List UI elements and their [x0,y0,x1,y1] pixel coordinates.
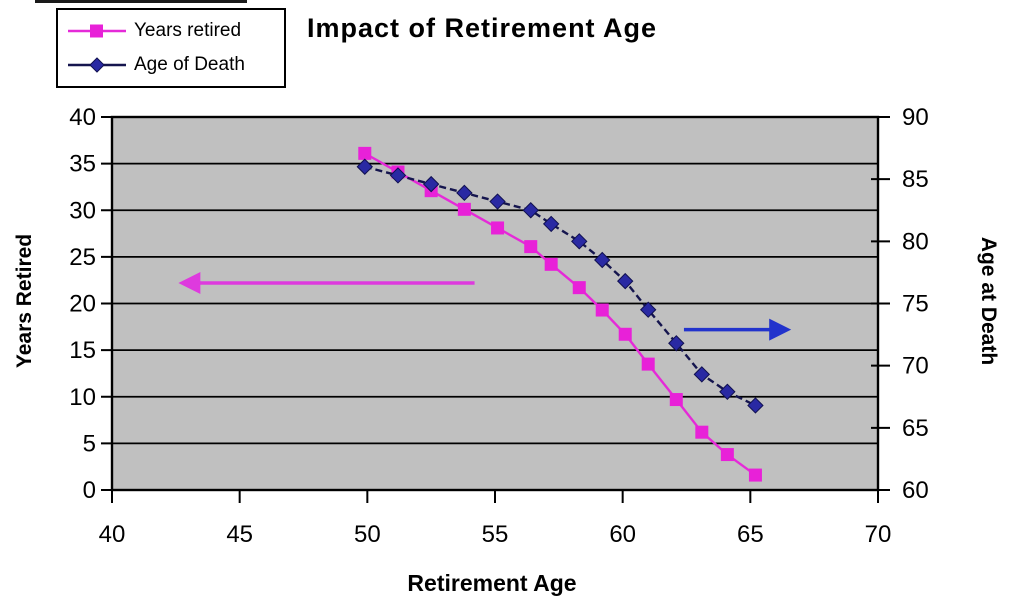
data-point [571,233,588,250]
years-retired-marker-icon [68,24,126,38]
data-point [489,193,506,210]
data-point [693,366,711,383]
data-point [719,383,736,400]
right-axis-tick-label: 70 [902,353,929,380]
right-axis-tick-label: 85 [902,166,929,193]
right-axis-tick-label: 80 [902,228,929,255]
data-point [389,167,407,184]
legend-item-age-of-death: Age of Death [66,54,280,76]
right-axis-title: Age at Death [977,236,1000,366]
data-point [522,202,539,219]
left-axis-tick-label: 10 [69,384,96,411]
data-point [595,303,609,317]
chart-title: Impact of Retirement Age [307,13,658,43]
data-point [356,158,373,175]
data-point [617,272,634,290]
data-point [695,425,709,439]
x-axis-tick-label: 65 [737,521,764,548]
data-point [594,251,611,269]
cropped-border-artifact [35,0,247,3]
legend-label-years-retired: Years retired [134,20,242,41]
left-axis-tick-label: 5 [83,430,96,457]
data-point [668,335,685,352]
left-axis-tick-label: 25 [69,244,96,271]
data-point [669,393,683,407]
data-point [572,281,586,295]
x-axis-tick-label: 40 [99,521,126,548]
age-of-death-marker-icon [68,57,126,73]
data-point [747,397,764,414]
x-axis-tick-label: 70 [865,521,892,548]
data-point [457,202,471,216]
right-axis-tick-label: 60 [902,477,929,504]
data-point [720,448,734,462]
plot-border [110,115,880,492]
x-axis-tick-label: 50 [354,521,381,548]
data-point [358,146,372,160]
left-axis-tick-label: 35 [69,151,96,178]
x-axis-tick-label: 55 [482,521,509,548]
left-axis-title: Years Retired [13,233,36,369]
data-point [641,357,655,371]
left-axis-tick-label: 20 [69,291,96,318]
data-point [748,468,762,482]
right-axis-tick-label: 65 [902,415,929,442]
left-axis-tick-label: 0 [83,477,96,504]
data-point [491,221,505,235]
left-axis-tick-label: 40 [69,104,96,131]
right-arrow-head [769,318,792,341]
series-line-1 [364,165,756,407]
data-point [524,240,538,254]
x-axis-title: Retirement Age [407,570,577,596]
right-axis-tick-label: 75 [902,291,929,318]
left-arrow-head [178,271,201,294]
data-point [544,257,558,271]
data-point [542,215,560,233]
left-axis-tick-label: 30 [69,197,96,224]
x-axis-tick-label: 45 [226,521,253,548]
x-axis-tick-label: 60 [609,521,636,548]
legend-label-age-of-death: Age of Death [134,54,245,75]
data-point [639,301,657,318]
data-point [618,327,632,341]
right-axis-tick-label: 90 [902,104,929,131]
data-point [422,175,440,193]
legend-item-years-retired: Years retired [66,20,280,42]
legend: Years retired Age of Death [56,8,286,88]
data-point [456,184,473,202]
left-axis-tick-label: 15 [69,337,96,364]
